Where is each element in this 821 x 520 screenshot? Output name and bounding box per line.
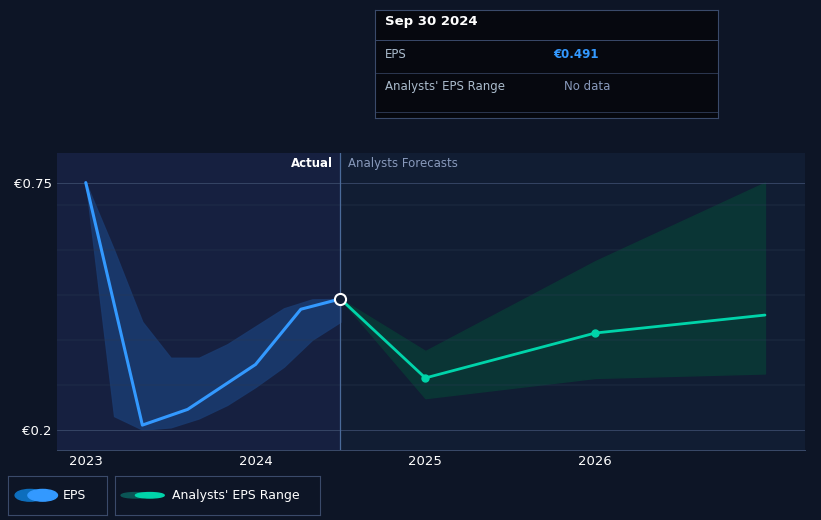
Text: €0.491: €0.491 [553,48,599,61]
Text: No data: No data [564,80,610,93]
Text: Analysts' EPS Range: Analysts' EPS Range [172,489,300,502]
Text: EPS: EPS [385,48,407,61]
Text: EPS: EPS [62,489,85,502]
Circle shape [28,489,57,501]
Text: Sep 30 2024: Sep 30 2024 [385,16,478,29]
Circle shape [122,492,150,498]
Circle shape [135,492,164,498]
Circle shape [15,489,44,501]
Text: Analysts Forecasts: Analysts Forecasts [348,157,458,170]
Text: Analysts' EPS Range: Analysts' EPS Range [385,80,505,93]
Bar [57,153,341,450]
Text: Actual: Actual [291,157,333,170]
